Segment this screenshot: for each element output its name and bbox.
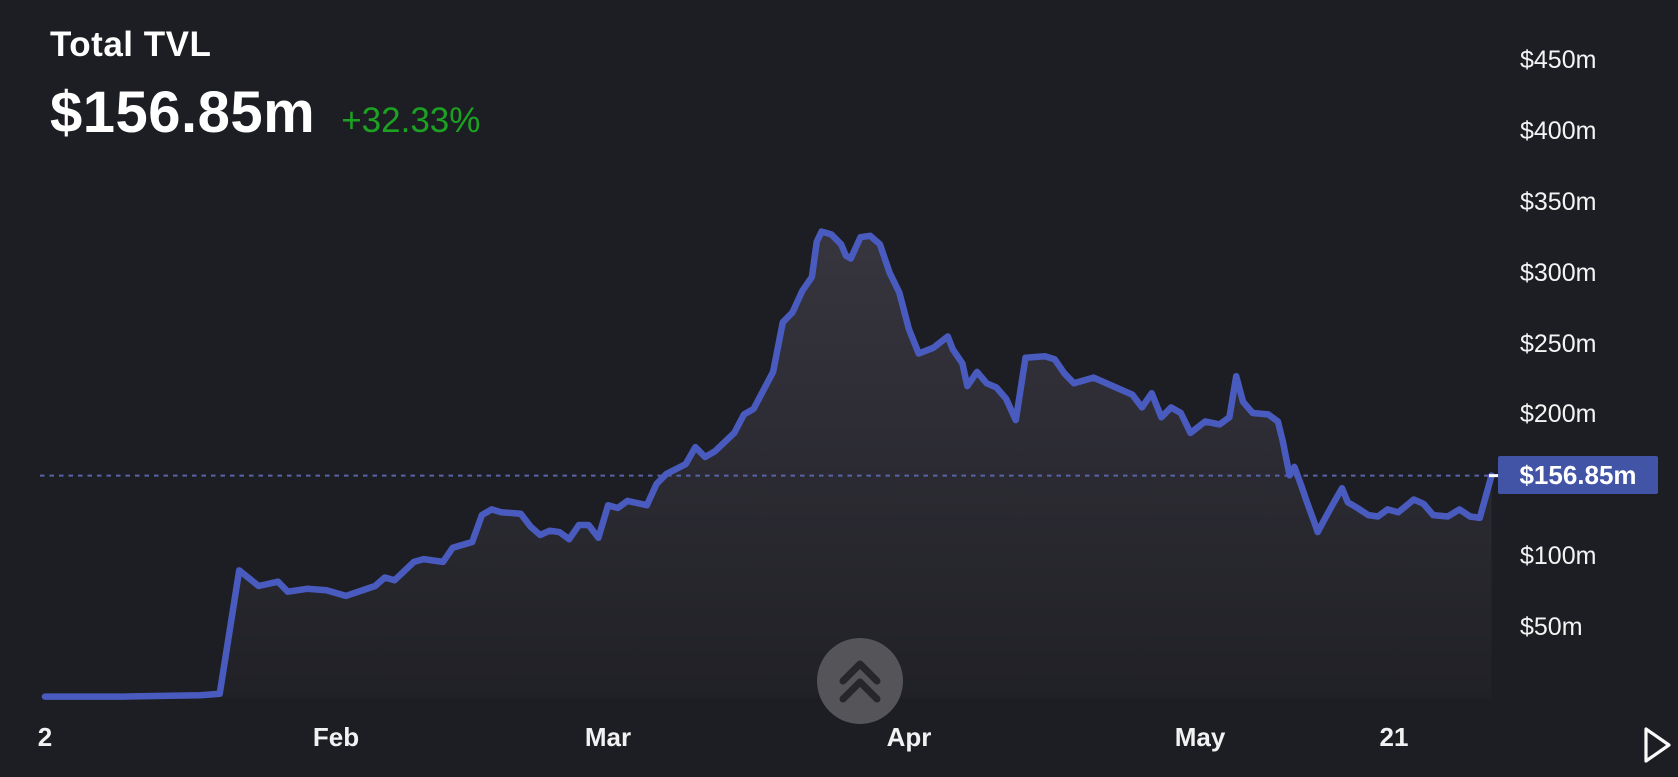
tvl-line: [41, 228, 1495, 700]
chart-header: Total TVL $156.85m +32.33%: [50, 25, 480, 146]
chart-title: Total TVL: [50, 25, 212, 64]
double-chevron-up-icon: [839, 660, 881, 703]
current-value-badge: $156.85m: [1498, 456, 1658, 494]
chart-current-value: $156.85m: [50, 80, 316, 145]
play-icon: [1644, 727, 1671, 763]
chart-change-percent: +32.33%: [341, 101, 481, 140]
play-chart-button[interactable]: [1636, 720, 1678, 770]
tvl-area-fill: [45, 231, 1492, 698]
scroll-to-top-button[interactable]: [817, 638, 903, 724]
